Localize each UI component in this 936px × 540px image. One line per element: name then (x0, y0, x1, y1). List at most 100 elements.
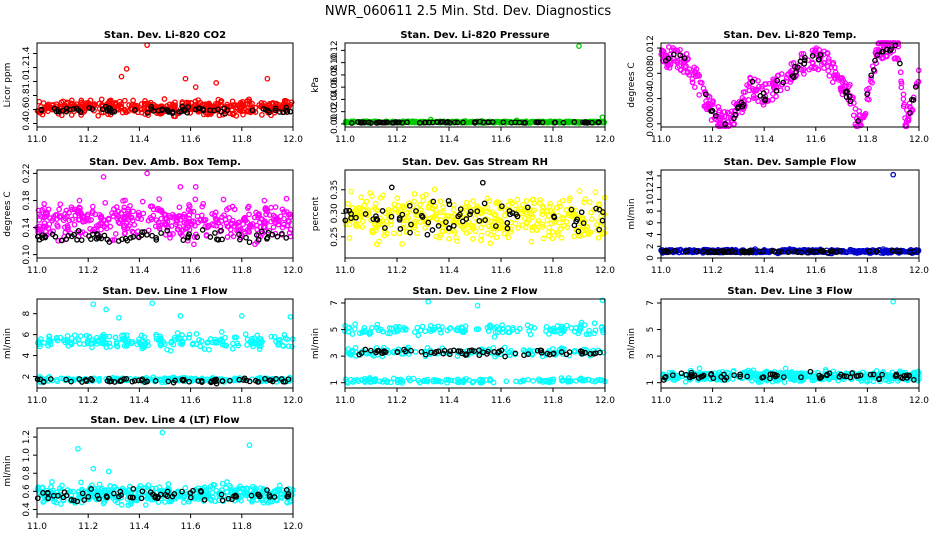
data-point (726, 110, 733, 117)
data-point (192, 84, 199, 90)
data-point (438, 209, 444, 216)
data-point (142, 502, 149, 508)
data-point (857, 112, 863, 118)
data-point (414, 324, 421, 331)
data-point (472, 215, 479, 221)
data-point (259, 112, 265, 118)
data-point (287, 313, 294, 320)
data-point (239, 108, 245, 115)
y-tick-label: 1.0 (22, 74, 32, 89)
data-point (69, 216, 75, 223)
x-tick-label: 11.6 (181, 135, 201, 145)
data-point (86, 105, 93, 111)
data-point (249, 107, 256, 114)
data-point (793, 69, 799, 75)
data-point (220, 196, 227, 203)
panel-title: Stan. Dev. Line 3 Flow (727, 286, 852, 297)
data-point (194, 234, 201, 240)
data-point (512, 220, 519, 227)
data-point (712, 113, 719, 119)
data-point (806, 66, 813, 73)
data-point (478, 237, 484, 244)
data-point (837, 85, 844, 91)
data-point (595, 234, 602, 241)
data-point (100, 173, 107, 180)
data-point (503, 378, 510, 385)
data-point (192, 222, 198, 229)
data-point (545, 119, 552, 125)
data-point (749, 78, 756, 85)
data-point (543, 119, 550, 125)
data-point (895, 43, 902, 50)
data-point (571, 119, 578, 125)
data-point (868, 75, 875, 81)
data-point (732, 111, 739, 118)
y-tick-label: 0.08 (330, 65, 340, 85)
data-point (188, 100, 195, 107)
data-point (505, 325, 511, 331)
data-point (168, 214, 174, 220)
data-point (460, 226, 467, 233)
panel-title: Stan. Dev. Li-820 Temp. (723, 30, 856, 41)
points (34, 170, 294, 248)
y-tick-label: 8 (646, 208, 656, 214)
y-axis-label: ml/min (3, 328, 13, 359)
data-point (114, 215, 120, 222)
data-point (852, 105, 859, 112)
y-tick-label: 0.008 (646, 60, 656, 86)
data-point (588, 209, 594, 216)
x-tick-label: 11.4 (129, 135, 149, 145)
data-point (89, 203, 96, 210)
data-point (75, 210, 81, 216)
data-point (404, 119, 410, 126)
data-point (544, 217, 551, 224)
data-point (372, 200, 379, 207)
data-point (126, 211, 132, 218)
data-point (98, 96, 105, 103)
data-point (349, 331, 356, 337)
data-point (201, 346, 208, 352)
x-tick-label: 11.2 (387, 266, 407, 276)
data-point (90, 301, 97, 308)
data-point (235, 102, 242, 109)
x-tick-label: 11.8 (543, 396, 563, 406)
data-point (102, 103, 109, 110)
data-point (563, 322, 570, 329)
data-point (550, 346, 556, 352)
data-point (505, 234, 512, 241)
data-point (440, 209, 447, 215)
y-tick-label: 0.8 (22, 88, 32, 103)
data-point (597, 223, 603, 230)
data-point (414, 230, 421, 237)
data-point (279, 224, 286, 231)
data-point (193, 331, 200, 337)
y-tick-label: 0.06 (330, 77, 340, 97)
data-point (141, 100, 148, 107)
data-point (685, 55, 691, 62)
data-point (560, 216, 566, 223)
x-tick-label: 12.0 (283, 135, 303, 145)
plot-frame (344, 42, 606, 128)
data-point (701, 103, 708, 110)
data-point (377, 119, 384, 126)
data-point (582, 119, 588, 125)
data-point (422, 225, 428, 231)
data-point (488, 218, 495, 225)
data-point (162, 499, 168, 505)
y-tick-label: 0 (646, 255, 656, 261)
data-point (516, 119, 523, 126)
data-point (740, 101, 747, 108)
x-tick-label: 11.0 (335, 266, 355, 276)
data-point (681, 55, 688, 62)
data-point (446, 235, 452, 242)
data-point (288, 99, 295, 106)
data-point (279, 230, 285, 237)
data-point (910, 97, 917, 103)
data-point (568, 118, 574, 125)
data-point (168, 223, 175, 229)
data-point (345, 200, 351, 207)
data-point (102, 199, 109, 206)
data-point (884, 40, 891, 47)
